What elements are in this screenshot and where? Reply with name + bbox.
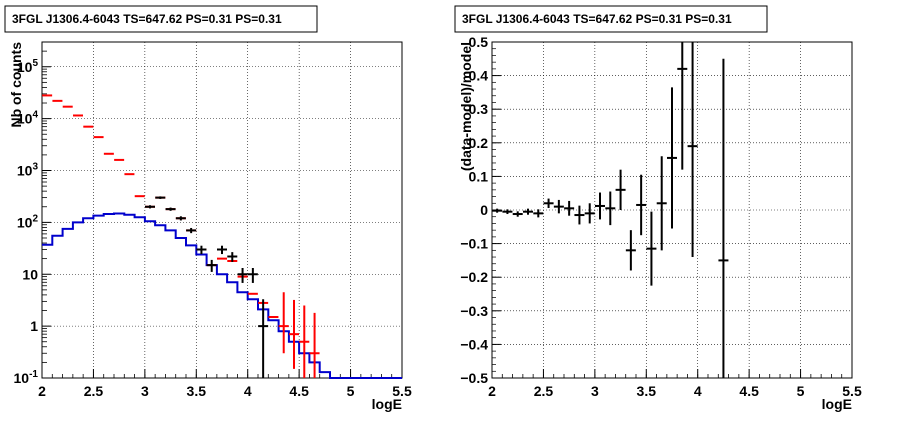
- data-point: [196, 245, 207, 255]
- data-point: [175, 216, 186, 221]
- y-tick-label: 103: [17, 162, 39, 179]
- residual-point: [512, 211, 523, 217]
- y-tick-label: 105: [17, 58, 39, 75]
- data-point: [258, 299, 269, 378]
- residual-point: [687, 42, 698, 258]
- residual-point: [615, 169, 626, 210]
- y-tick-label: 0.5: [469, 34, 489, 50]
- counts-spectrum-panel: 2 2.5 3 3.5 4 4.5 5 5.5 10-1 1 10 102 103 104 105 3FG…: [4, 5, 412, 412]
- model-point: [289, 299, 299, 369]
- data-point: [227, 252, 238, 262]
- x-tick-label: 3: [591, 383, 599, 399]
- data-point: [237, 267, 248, 283]
- residual-point: [636, 174, 647, 236]
- y-tick-label: 102: [17, 213, 39, 230]
- x-tick-label: 2: [488, 383, 496, 399]
- y-tick-label: −0.5: [460, 370, 488, 386]
- x-tick-label: 4.5: [739, 383, 759, 399]
- y-tick-label: 0.3: [469, 101, 489, 117]
- residual-point: [502, 209, 513, 215]
- residual-point: [574, 205, 585, 225]
- y-tick-label: 0.1: [469, 168, 489, 184]
- data-point: [165, 207, 176, 211]
- series-layer: [42, 94, 402, 379]
- residual-point: [553, 199, 564, 214]
- x-tick-labels: 2 2.5 3 3.5 4 4.5 5 5.5: [488, 383, 862, 399]
- residual-point: [605, 191, 616, 226]
- residual-point: [523, 208, 533, 215]
- residual-point: [492, 208, 503, 213]
- y-tick-label: −0.4: [460, 336, 488, 352]
- tick-marks: [41, 50, 403, 379]
- data-point: [186, 227, 197, 234]
- data-point: [145, 205, 155, 209]
- data-point: [206, 259, 217, 272]
- title-box: [4, 5, 318, 33]
- residual-point: [595, 192, 605, 220]
- model-point: [309, 312, 320, 378]
- residual-point: [656, 156, 667, 251]
- residual-point: [543, 198, 554, 208]
- x-axis-label: logE: [372, 396, 402, 412]
- model-point: [299, 305, 310, 378]
- chart-title: 3FGL J1306.4-6043 TS=647.62 PS=0.31 PS=0…: [12, 12, 282, 26]
- residuals-panel: 2 2.5 3 3.5 4 4.5 5 5.5 −0.5 −0.4 −0.3 −0.2 −0.1 0 0.…: [454, 5, 862, 412]
- residual-point: [625, 230, 636, 271]
- x-tick-label: 4: [244, 383, 252, 399]
- residual-point: [677, 42, 688, 170]
- x-axis-label: logE: [822, 396, 852, 412]
- y-tick-labels: −0.5 −0.4 −0.3 −0.2 −0.1 0 0.1 0.2 0.3 0.4 0.5: [460, 34, 488, 386]
- y-tick-label: 1: [30, 318, 38, 334]
- y-axis-label: Nb of counts: [8, 42, 24, 128]
- x-tick-label: 4: [694, 383, 702, 399]
- data-point: [155, 196, 166, 199]
- y-tick-label: 0.2: [469, 135, 489, 151]
- y-tick-label: −0.1: [460, 236, 488, 252]
- x-tick-label: 2.5: [534, 383, 554, 399]
- y-tick-label: 10: [22, 266, 38, 282]
- x-tick-label: 2: [38, 383, 46, 399]
- title-box: [454, 5, 768, 33]
- data-point: [247, 267, 258, 283]
- residual-point: [646, 211, 657, 286]
- x-tick-label: 3: [141, 383, 149, 399]
- data-point: [217, 245, 227, 255]
- y-tick-label: 104: [17, 110, 39, 127]
- y-tick-label: 0.4: [469, 68, 489, 84]
- x-tick-label: 4.5: [289, 383, 309, 399]
- y-tick-labels: 10-1 1 10 102 103 104 105: [14, 58, 39, 386]
- x-tick-label: 5.5: [392, 383, 412, 399]
- residual-point: [718, 58, 729, 378]
- y-axis-label: (data-model)/model: [458, 42, 474, 171]
- x-tick-label: 5.5: [842, 383, 862, 399]
- plot-frame: [41, 41, 403, 379]
- x-tick-label: 5: [797, 383, 805, 399]
- x-tick-label: 3.5: [637, 383, 657, 399]
- series-layer: [492, 42, 729, 378]
- residual-point: [584, 203, 595, 224]
- y-tick-label: 0: [480, 202, 488, 218]
- model-point: [278, 292, 289, 354]
- y-tick-label: −0.2: [460, 269, 488, 285]
- residual-point: [564, 200, 575, 216]
- x-tick-labels: 2 2.5 3 3.5 4 4.5 5 5.5: [38, 383, 412, 399]
- chart-title: 3FGL J1306.4-6043 TS=647.62 PS=0.31 PS=0…: [462, 12, 732, 26]
- y-tick-label: 10-1: [14, 369, 39, 386]
- x-tick-label: 5: [347, 383, 355, 399]
- x-tick-label: 3.5: [187, 383, 207, 399]
- x-tick-label: 2.5: [84, 383, 104, 399]
- y-tick-label: −0.3: [460, 303, 488, 319]
- residual-point: [667, 87, 677, 229]
- residual-point: [533, 209, 544, 218]
